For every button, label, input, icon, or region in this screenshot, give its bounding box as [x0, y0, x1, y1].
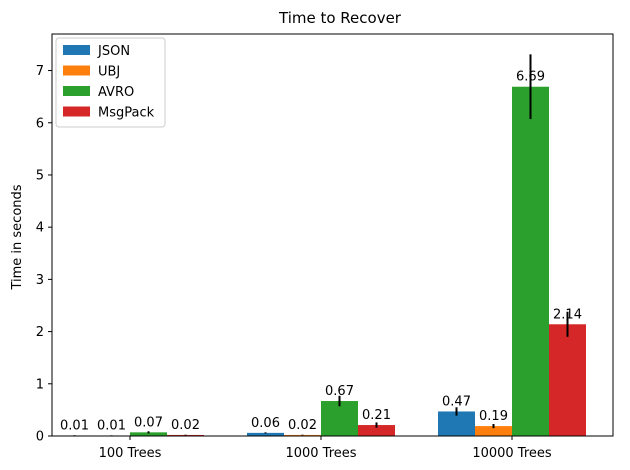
bar-ubj-1	[284, 434, 321, 436]
data-label-msgpack-2: 2.14	[553, 307, 582, 322]
legend: JSON UBJ AVRO MsgPack	[55, 37, 166, 128]
legend-label-ubj: UBJ	[98, 65, 120, 80]
data-label-json-0: 0.01	[60, 418, 89, 433]
plot-frame	[51, 33, 614, 437]
bar-ubj-2	[475, 426, 512, 436]
chart-title: Time to Recover	[278, 9, 402, 27]
data-label-avro-0: 0.07	[134, 415, 163, 430]
legend-swatch-msgpack	[63, 106, 90, 117]
bar-msgpack-1	[358, 425, 395, 436]
data-label-json-1: 0.06	[251, 416, 280, 431]
y-tick-label-6: 6	[36, 116, 44, 131]
y-axis-label: Time in seconds	[10, 184, 25, 290]
x-tick-label-1: 1000 Trees	[285, 446, 356, 461]
plot-area: 0.01 0.06 0.47 0.01 0.02 0.19 0.07 0.67 6.69 0.02…	[36, 33, 614, 461]
legend-label-json: JSON	[97, 44, 130, 59]
bar-avro-2	[512, 86, 549, 437]
x-tick-label-2: 10000 Trees	[472, 446, 552, 461]
data-label-avro-2: 6.69	[516, 70, 545, 85]
y-tick-label-7: 7	[36, 64, 44, 79]
y-tick-label-4: 4	[36, 221, 44, 236]
data-label-ubj-2: 0.19	[479, 409, 508, 424]
data-label-avro-1: 0.67	[325, 384, 354, 399]
bar-msgpack-2	[549, 324, 586, 436]
legend-frame	[55, 37, 166, 128]
bar-msgpack-0	[167, 434, 204, 436]
y-tick-label-5: 5	[36, 168, 44, 183]
bar-json-1	[247, 432, 284, 436]
legend-swatch-ubj	[63, 65, 90, 76]
legend-swatch-json	[63, 45, 90, 55]
data-label-ubj-1: 0.02	[288, 418, 317, 433]
bar-avro-1	[321, 401, 358, 436]
data-label-msgpack-0: 0.02	[171, 418, 200, 433]
y-tick-label-0: 0	[36, 430, 44, 445]
y-tick-label-3: 3	[36, 273, 44, 288]
y-tick-label-2: 2	[36, 325, 44, 340]
x-tick-label-0: 100 Trees	[99, 446, 162, 461]
legend-label-msgpack: MsgPack	[98, 106, 155, 121]
bar-avro-0	[130, 432, 167, 436]
data-label-json-2: 0.47	[442, 394, 471, 409]
legend-swatch-avro	[63, 86, 90, 96]
y-tick-label-1: 1	[36, 377, 44, 392]
data-label-msgpack-1: 0.21	[362, 408, 391, 423]
legend-label-avro: AVRO	[98, 85, 134, 100]
data-label-ubj-0: 0.01	[97, 418, 126, 433]
